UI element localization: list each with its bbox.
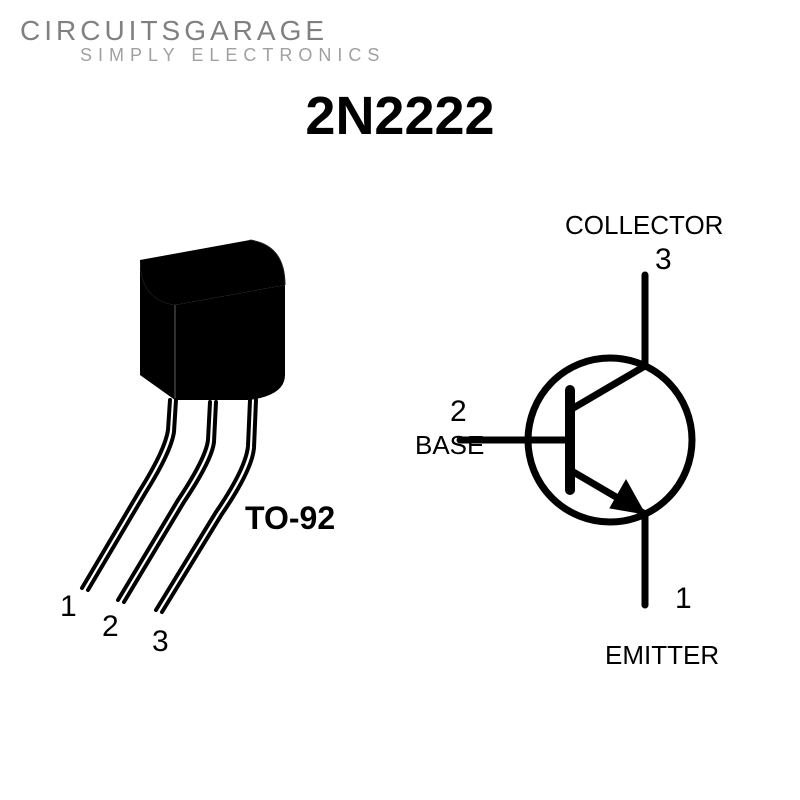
package-label: TO-92 [245, 500, 335, 537]
package-pin-1: 1 [60, 590, 77, 624]
logo-sub-text: SIMPLY ELECTRONICS [80, 45, 385, 66]
logo: CIRCUITSGARAGE SIMPLY ELECTRONICS [20, 15, 385, 66]
emitter-label: EMITTER [605, 640, 719, 671]
base-label: BASE [415, 430, 484, 461]
base-num: 2 [450, 395, 467, 429]
collector-label: COLLECTOR [565, 210, 723, 241]
part-number-title: 2N2222 [0, 85, 800, 147]
to92-package-drawing [60, 200, 360, 620]
package-pin-3: 3 [152, 625, 169, 659]
logo-main-text: CIRCUITSGARAGE [20, 15, 385, 47]
npn-schematic-symbol [440, 230, 780, 650]
package-pin-2: 2 [102, 610, 119, 644]
collector-num: 3 [655, 243, 672, 277]
emitter-num: 1 [675, 582, 692, 616]
